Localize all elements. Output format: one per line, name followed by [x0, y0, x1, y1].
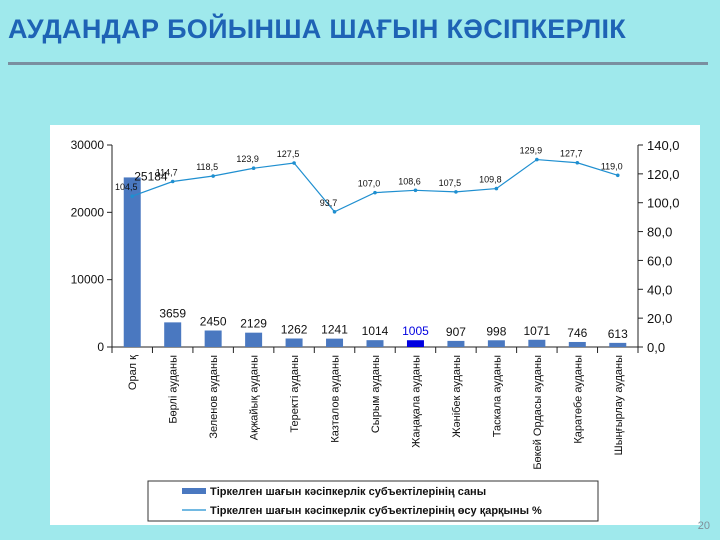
category-label: Ақжайық ауданы: [249, 355, 261, 440]
line-data-label: 104,5: [115, 182, 138, 192]
category-label: Сырым ауданы: [370, 355, 382, 433]
line-point: [170, 179, 175, 184]
category-label: Жаңақала ауданы: [410, 355, 422, 448]
right-axis-tick-label: 140,0: [647, 138, 680, 153]
right-axis-tick-label: 80,0: [647, 225, 672, 240]
bar-data-label: 1241: [321, 323, 348, 337]
bar-data-label: 998: [486, 324, 506, 338]
page-number: 20: [697, 520, 710, 532]
left-axis-tick-label: 30000: [71, 138, 105, 152]
legend-line-label: Тіркелген шағын кәсіпкерлік субъектілері…: [210, 505, 542, 517]
category-label: Қаратөбе ауданы: [572, 355, 584, 444]
axes: 0 10000 20000 30000 0,0 20,0 40,0 60,0 80,0 100,0…: [71, 138, 680, 355]
line-point: [413, 188, 418, 193]
line-data-label: 129,9: [520, 146, 543, 156]
category-label: Шыңғырлау ауданы: [613, 355, 625, 455]
bar-data-label: 3659: [159, 306, 186, 320]
bar: [164, 322, 182, 347]
line-data-label: 127,5: [277, 149, 300, 159]
bar: [528, 339, 546, 347]
bar: [245, 332, 263, 347]
line-data-label: 93,7: [320, 198, 338, 208]
left-axis-tick-label: 20000: [71, 205, 105, 219]
bar: [487, 340, 505, 347]
category-label: Бөрлі ауданы: [168, 355, 180, 424]
line-data-label: 127,7: [560, 149, 583, 159]
line-point: [211, 174, 215, 178]
bar: [366, 340, 384, 347]
line-data-label: 109,8: [479, 175, 502, 185]
bar-data-label: 907: [446, 325, 466, 339]
bar: [568, 341, 586, 347]
line-point: [494, 186, 499, 191]
line-data-label: 123,9: [236, 154, 259, 164]
category-labels: Орал қ Бөрлі ауданы Зеленов ауданы Ақжайық …: [127, 355, 625, 470]
bar-data-label: 746: [567, 326, 587, 340]
bar-data-label: 2450: [200, 315, 227, 329]
left-axis-tick-label: 0: [97, 340, 104, 354]
right-axis-tick-label: 0,0: [647, 340, 665, 355]
right-axis-tick-label: 60,0: [647, 253, 672, 268]
chart-svg: 0 10000 20000 30000 0,0 20,0 40,0 60,0 80,0 100,0…: [71, 138, 680, 522]
line-data-label: 108,6: [398, 176, 421, 186]
bar: [326, 338, 344, 347]
category-label: Казталов ауданы: [330, 355, 342, 443]
line-point: [251, 166, 256, 171]
bar: [285, 338, 303, 347]
line-point: [454, 190, 458, 194]
page-title: АУДАНДАР БОЙЫНША ШАҒЫН КӘСІПКЕРЛІК: [8, 14, 627, 44]
bar: [123, 177, 141, 347]
category-label: Бөкей Ордасы ауданы: [532, 355, 544, 470]
line-point: [535, 157, 539, 162]
bar: [609, 342, 627, 347]
line-data-label: 114,7: [156, 168, 178, 178]
bar-series: 25184 3659 2450 2129 1262 1241 1014 1005 907 998 1…: [123, 169, 628, 347]
right-axis-tick-label: 120,0: [647, 167, 680, 182]
line-data-label: 119,0: [601, 161, 623, 171]
line-point: [575, 160, 580, 165]
line-data-label: 107,5: [439, 178, 462, 188]
line-series: 104,5 114,7 118,5 123,9 127,5 93,7 107,0 108,6 1…: [115, 146, 623, 214]
line-point: [373, 190, 377, 195]
bar-data-label: 25184: [134, 169, 168, 183]
category-label: Жәнібек ауданы: [451, 355, 463, 438]
left-axis-tick-label: 10000: [71, 273, 105, 287]
bar-data-label: 2129: [240, 317, 267, 331]
bar-data-label: 613: [608, 327, 628, 341]
bar-data-label: 1262: [281, 323, 308, 337]
category-label: Зеленов ауданы: [208, 355, 220, 439]
line-data-label: 118,5: [196, 162, 218, 172]
right-axis-tick-label: 40,0: [647, 282, 672, 297]
title-divider: [8, 62, 708, 65]
bar: [406, 340, 424, 347]
right-axis-tick-label: 100,0: [647, 196, 680, 211]
line-point: [332, 210, 337, 214]
category-label: Орал қ: [127, 355, 139, 390]
chart-area: 0 10000 20000 30000 0,0 20,0 40,0 60,0 80,0 100,0…: [50, 125, 700, 525]
legend-bar-label: Тіркелген шағын кәсіпкерлік субъектілері…: [210, 486, 486, 498]
legend: Тіркелген шағын кәсіпкерлік субъектілері…: [147, 480, 599, 522]
bar: [204, 330, 222, 347]
legend-box: [147, 480, 599, 522]
bar: [447, 340, 465, 347]
category-label: Таскала ауданы: [491, 355, 503, 437]
bar-data-label: 1014: [362, 324, 389, 338]
bar-data-label: 1071: [523, 324, 550, 338]
legend-bar-swatch: [182, 488, 206, 494]
line-point: [615, 173, 620, 178]
line-point: [130, 194, 135, 199]
line-point: [292, 161, 296, 165]
bar-data-label: 1005: [402, 324, 429, 338]
line-data-label: 107,0: [358, 179, 381, 189]
right-axis-tick-label: 20,0: [647, 311, 672, 326]
category-label: Теректі ауданы: [289, 355, 301, 433]
